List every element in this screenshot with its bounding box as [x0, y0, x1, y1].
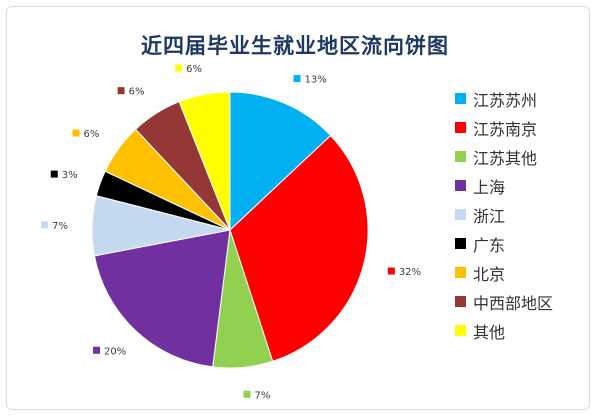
legend-swatch-8 [455, 325, 466, 336]
data-label-marker-4 [41, 221, 49, 229]
pie-slice-0 [229, 91, 332, 232]
data-label-0: 13% [305, 75, 327, 86]
legend-label-0: 江苏苏州 [473, 90, 538, 110]
data-label-marker-2 [243, 390, 251, 398]
legend-swatch-2 [455, 151, 466, 162]
legend-swatch-3 [455, 180, 466, 191]
data-label-4: 7% [52, 221, 68, 232]
legend-label-8: 其他 [473, 322, 506, 342]
chart-title: 近四届毕业生就业地区流向饼图 [141, 34, 449, 58]
legend-label-1: 江苏南京 [473, 119, 538, 139]
legend-item-3: 上海 [455, 171, 553, 200]
data-label-1: 32% [399, 267, 421, 278]
data-label-marker-5 [50, 170, 58, 178]
data-label-2: 7% [255, 390, 271, 401]
legend-swatch-5 [455, 238, 466, 249]
legend-label-2: 江苏其他 [473, 148, 538, 168]
data-label-marker-8 [175, 64, 183, 72]
data-label-3: 20% [104, 346, 126, 357]
legend-item-8: 其他 [455, 316, 553, 345]
data-label-8: 6% [186, 64, 202, 75]
data-label-marker-1 [387, 267, 395, 275]
legend-swatch-0 [455, 93, 466, 104]
data-label-5: 3% [62, 170, 78, 181]
legend-item-0: 江苏苏州 [455, 84, 553, 113]
pie-slice-1 [229, 134, 369, 362]
legend-swatch-4 [455, 209, 466, 220]
legend-item-5: 广东 [455, 229, 553, 258]
legend-item-1: 江苏南京 [455, 113, 553, 142]
data-label-marker-6 [72, 129, 80, 137]
data-label-7: 6% [129, 87, 145, 98]
pie-slice-8 [178, 91, 231, 231]
legend-label-5: 广东 [473, 235, 506, 255]
legend-swatch-1 [455, 122, 466, 133]
legend-swatch-6 [455, 267, 466, 278]
data-label-6: 6% [84, 129, 100, 140]
data-label-marker-7 [117, 87, 125, 95]
chart-legend: 江苏苏州江苏南京江苏其他上海浙江广东北京中西部地区其他 [455, 84, 553, 345]
pie-slice-3 [93, 229, 231, 368]
legend-item-6: 北京 [455, 258, 553, 287]
legend-item-4: 浙江 [455, 200, 553, 229]
legend-label-7: 中西部地区 [473, 293, 554, 313]
data-label-marker-0 [293, 75, 301, 83]
legend-label-4: 浙江 [473, 206, 506, 226]
legend-item-7: 中西部地区 [455, 287, 553, 316]
legend-item-2: 江苏其他 [455, 142, 553, 171]
data-label-marker-3 [93, 346, 101, 354]
legend-swatch-7 [455, 296, 466, 307]
legend-label-6: 北京 [473, 264, 506, 284]
legend-label-3: 上海 [473, 177, 506, 197]
